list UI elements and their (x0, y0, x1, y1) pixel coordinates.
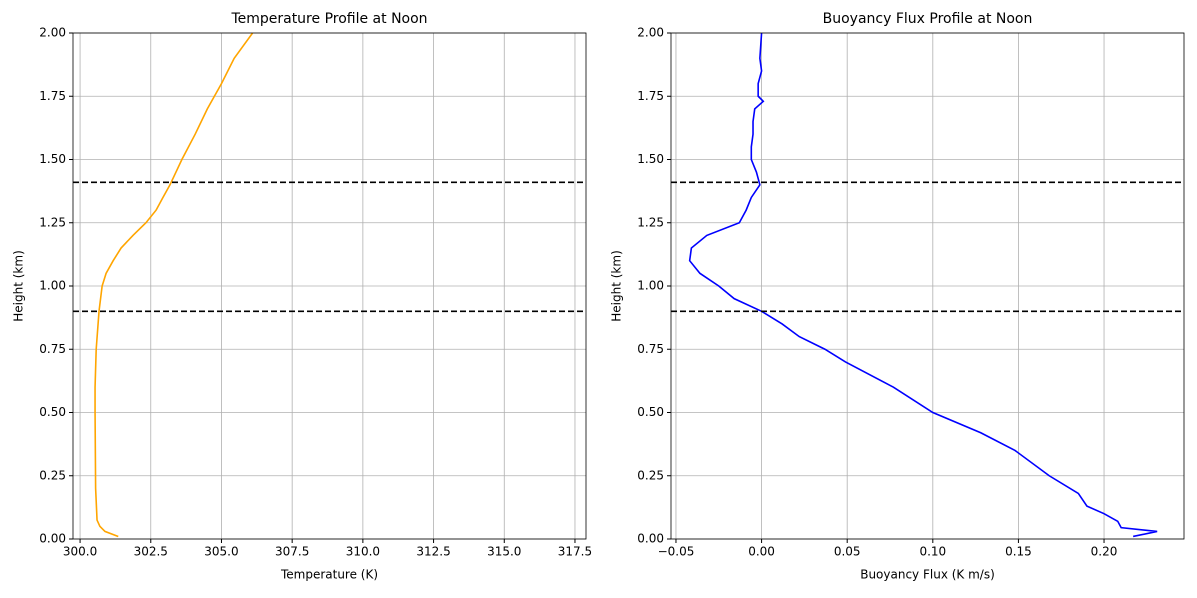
data-line (688, 33, 1158, 538)
y-tick-label: 2.00 (39, 26, 66, 40)
y-axis-label: Height (km) (610, 250, 624, 321)
x-tick-label: 317.5 (558, 545, 592, 559)
y-tick-label: 1.75 (39, 89, 66, 103)
y-tick-label: 0.25 (637, 468, 664, 482)
y-tick-label: 2.00 (637, 26, 664, 40)
y-tick-label: 1.00 (39, 279, 66, 293)
x-tick-label: 302.5 (134, 545, 168, 559)
x-tick-label: 312.5 (416, 545, 450, 559)
x-tick-label: 0.10 (919, 545, 946, 559)
y-tick-label: 0.00 (637, 532, 664, 546)
x-tick-label: 0.05 (834, 545, 861, 559)
chart-title: Buoyancy Flux Profile at Noon (823, 11, 1033, 27)
y-tick-label: 0.50 (637, 405, 664, 419)
y-tick-label: 0.75 (39, 342, 66, 356)
y-tick-label: 1.75 (637, 89, 664, 103)
x-tick-label: 300.0 (63, 545, 97, 559)
y-tick-label: 0.25 (39, 468, 66, 482)
x-tick-label: 0.20 (1091, 545, 1118, 559)
y-tick-label: 1.25 (39, 215, 66, 229)
y-tick-label: 1.00 (637, 279, 664, 293)
x-tick-label: 305.0 (204, 545, 238, 559)
x-tick-label: 307.5 (275, 545, 309, 559)
y-axis-label: Height (km) (12, 250, 26, 321)
y-tick-label: 1.50 (637, 152, 664, 166)
y-tick-label: 1.50 (39, 152, 66, 166)
x-tick-label: 0.15 (1005, 545, 1032, 559)
axes-frame (670, 32, 1185, 540)
y-tick-label: 1.25 (637, 215, 664, 229)
x-tick-label: −0.05 (658, 545, 695, 559)
chart-title: Temperature Profile at Noon (230, 11, 427, 27)
data-line (94, 33, 254, 538)
x-axis-label: Buoyancy Flux (K m/s) (860, 568, 995, 582)
y-tick-label: 0.50 (39, 405, 66, 419)
y-tick-label: 0.00 (39, 532, 66, 546)
axes-frame (72, 32, 587, 540)
x-tick-label: 315.0 (487, 545, 521, 559)
x-tick-label: 0.00 (748, 545, 775, 559)
x-tick-label: 310.0 (346, 545, 380, 559)
y-tick-label: 0.75 (637, 342, 664, 356)
x-axis-label: Temperature (K) (280, 568, 378, 582)
